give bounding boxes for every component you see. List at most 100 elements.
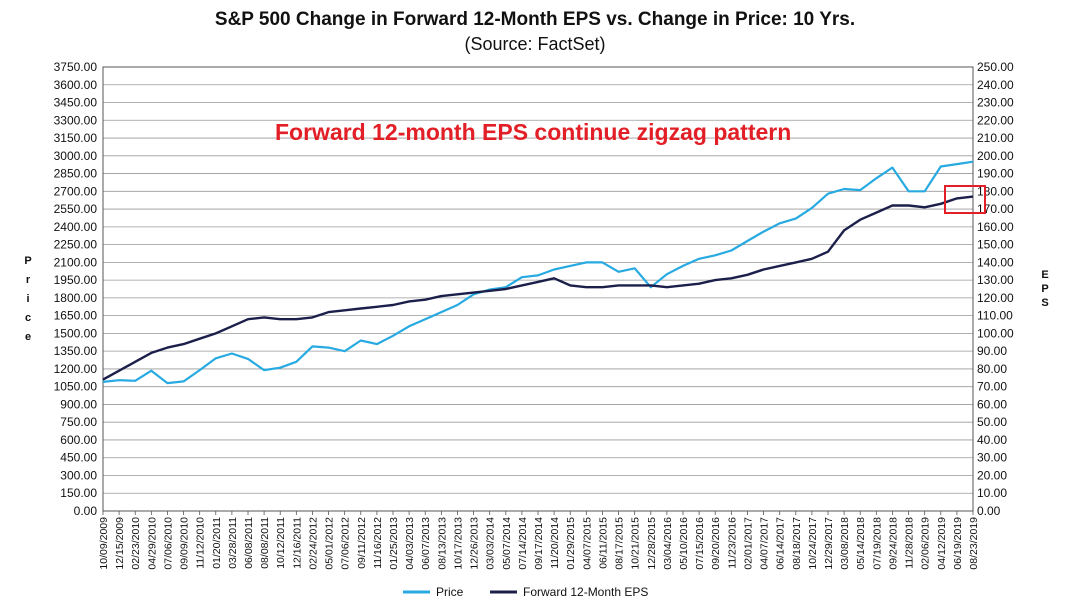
y-right-tick-label: 250.00 xyxy=(977,60,1014,74)
y-right-tick-label: 210.00 xyxy=(977,131,1014,145)
x-tick-label: 10/24/2017 xyxy=(807,517,819,570)
y-left-tick-label: 2250.00 xyxy=(54,238,98,252)
y-left-tick-label: 600.00 xyxy=(60,433,97,447)
chart-subtitle: (Source: FactSet) xyxy=(464,34,605,54)
y-left-tick-label: 2400.00 xyxy=(54,220,98,234)
y-right-tick-label: 40.00 xyxy=(977,433,1007,447)
y-left-ticks: 0.00 150.00 300.00 450.00 600.00 750.00 900.00… xyxy=(54,60,98,518)
x-tick-label: 04/29/2010 xyxy=(146,517,158,570)
y-right-tick-label: 170.00 xyxy=(977,202,1014,216)
y-right-tick-label: 240.00 xyxy=(977,78,1014,92)
y-right-tick-label: 10.00 xyxy=(977,486,1007,500)
x-tick-label: 03/04/2016 xyxy=(662,517,674,570)
y-left-tick-label: 750.00 xyxy=(60,415,97,429)
y-right-tick-label: 110.00 xyxy=(977,309,1013,323)
chart-title: S&P 500 Change in Forward 12-Month EPS v… xyxy=(215,9,855,30)
y-left-tick-label: 1050.00 xyxy=(54,380,98,394)
y-left-tick-label: 3750.00 xyxy=(54,60,98,74)
x-tick-label: 06/19/2019 xyxy=(952,517,964,570)
x-tick-label: 12/28/2015 xyxy=(646,517,658,570)
series-eps-line xyxy=(102,195,974,381)
x-tick-label: 10/21/2015 xyxy=(630,517,642,570)
y-right-tick-label: 70.00 xyxy=(977,380,1007,394)
y-right-tick-label: 160.00 xyxy=(977,220,1014,234)
axis-title-letter: i xyxy=(26,293,29,305)
y-left-tick-label: 2550.00 xyxy=(54,202,98,216)
x-tick-label: 03/08/2018 xyxy=(839,517,851,570)
x-tick-label: 07/14/2014 xyxy=(517,517,529,570)
x-tick-label: 07/06/2012 xyxy=(340,517,352,570)
y-left-tick-label: 2100.00 xyxy=(54,255,98,269)
x-tick-label: 04/07/2015 xyxy=(581,517,593,570)
x-tick-label: 11/12/2010 xyxy=(195,517,207,569)
x-tick-label: 05/10/2016 xyxy=(678,517,690,570)
axis-title-letter: P xyxy=(1041,283,1048,295)
x-tick-label: 01/25/2013 xyxy=(388,517,400,570)
x-tick-label: 07/15/2016 xyxy=(694,517,706,570)
x-tick-label: 05/01/2012 xyxy=(324,517,336,570)
x-tick-label: 08/18/2017 xyxy=(791,517,803,570)
y-right-tick-label: 140.00 xyxy=(977,255,1014,269)
x-tick-label: 12/15/2009 xyxy=(114,517,126,570)
x-tick-label: 06/11/2015 xyxy=(597,517,609,569)
x-tick-label: 11/16/2012 xyxy=(372,517,384,569)
x-tick-label: 09/24/2018 xyxy=(887,517,899,570)
axis-title-letter: e xyxy=(25,331,31,343)
legend-price-label: Price xyxy=(436,585,464,599)
x-tick-label: 04/07/2017 xyxy=(759,517,771,570)
x-tick-label: 12/16/2011 xyxy=(291,517,303,569)
legend: Price Forward 12-Month EPS xyxy=(403,585,648,599)
y-right-tick-label: 0.00 xyxy=(977,504,1001,518)
y-left-tick-label: 1650.00 xyxy=(54,309,98,323)
axis-title-letter: E xyxy=(1041,269,1048,281)
x-tick-label: 11/23/2016 xyxy=(726,517,738,569)
y-left-tick-label: 2850.00 xyxy=(54,167,98,181)
y-left-tick-label: 900.00 xyxy=(60,397,97,411)
x-tick-label: 06/08/2011 xyxy=(243,517,255,569)
x-tick-label: 11/20/2014 xyxy=(549,517,561,569)
y-left-tick-label: 3150.00 xyxy=(54,131,98,145)
axis-title-letter: c xyxy=(25,312,31,324)
y-right-tick-label: 130.00 xyxy=(977,273,1014,287)
x-tick-label: 08/17/2015 xyxy=(614,517,626,570)
x-tick-label: 06/07/2013 xyxy=(420,517,432,570)
x-tick-label: 07/06/2010 xyxy=(162,517,174,570)
y-right-tick-label: 90.00 xyxy=(977,344,1007,358)
y-right-tick-label: 220.00 xyxy=(977,113,1014,127)
x-tick-label: 10/09/2009 xyxy=(98,517,110,570)
x-tick-label: 10/17/2013 xyxy=(452,517,464,570)
y-left-tick-label: 3600.00 xyxy=(54,78,98,92)
y-left-tick-label: 300.00 xyxy=(60,468,97,482)
x-tick-label: 04/12/2019 xyxy=(936,517,948,570)
axis-title-letter: S xyxy=(1041,297,1048,309)
x-tick-label: 12/29/2017 xyxy=(823,517,835,570)
x-tick-label: 09/09/2010 xyxy=(179,517,191,570)
y-left-tick-label: 1500.00 xyxy=(54,326,98,340)
x-tick-label: 04/03/2013 xyxy=(404,517,416,570)
x-tick-label: 09/20/2016 xyxy=(710,517,722,570)
x-tick-label: 10/12/2011 xyxy=(275,517,287,569)
x-tick-label: 07/19/2018 xyxy=(871,517,883,570)
axis-title-letter: r xyxy=(26,274,31,286)
x-tick-label: 12/26/2013 xyxy=(469,517,481,570)
grid-lines xyxy=(103,84,973,494)
x-tick-label: 05/07/2014 xyxy=(501,517,513,570)
y-right-tick-label: 60.00 xyxy=(977,397,1007,411)
axis-title-letter: P xyxy=(24,255,31,267)
y-left-tick-label: 3000.00 xyxy=(54,149,98,163)
y-right-tick-label: 100.00 xyxy=(977,326,1014,340)
y-right-tick-label: 30.00 xyxy=(977,451,1007,465)
y-right-tick-label: 200.00 xyxy=(977,149,1014,163)
x-tick-label: 09/11/2012 xyxy=(356,517,368,569)
x-tick-label: 06/14/2017 xyxy=(775,517,787,570)
x-ticks: 10/09/2009 12/15/2009 02/23/2010 04/29/2010… xyxy=(98,511,980,570)
y-right-tick-label: 80.00 xyxy=(977,362,1007,376)
y-left-tick-label: 3300.00 xyxy=(54,113,98,127)
y-axis-right-label: EPS xyxy=(1041,269,1048,309)
x-tick-label: 03/28/2011 xyxy=(227,517,239,569)
y-left-tick-label: 0.00 xyxy=(74,504,98,518)
y-left-tick-label: 150.00 xyxy=(60,486,97,500)
y-right-tick-label: 20.00 xyxy=(977,468,1007,482)
y-left-tick-label: 2700.00 xyxy=(54,184,98,198)
